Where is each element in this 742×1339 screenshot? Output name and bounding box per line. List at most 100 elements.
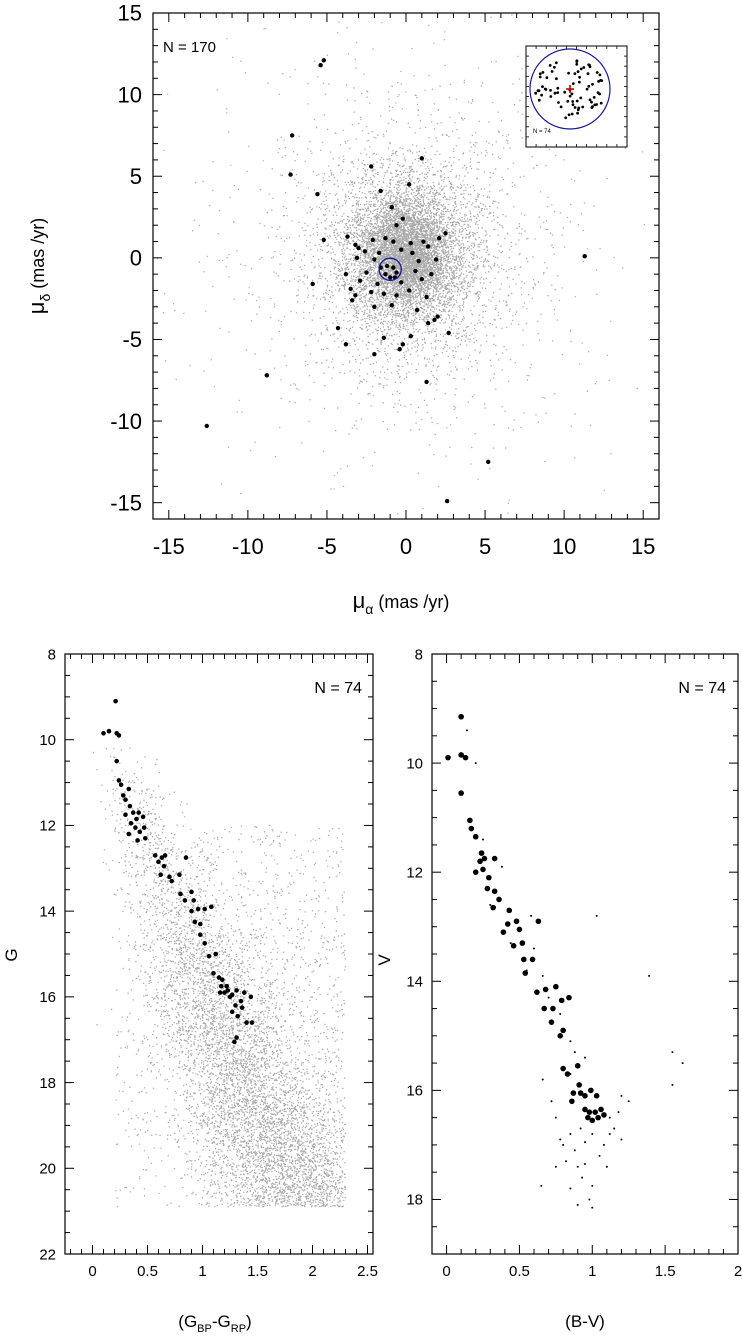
field-star [506, 139, 508, 141]
field-star [293, 257, 296, 259]
field-star [410, 202, 413, 205]
field-star [341, 249, 343, 251]
field-star [454, 221, 456, 223]
field-star [482, 266, 484, 268]
field-star [328, 308, 330, 310]
field-star [443, 176, 446, 179]
field-star [362, 160, 365, 162]
field-star [212, 189, 214, 192]
field-star [273, 367, 276, 369]
field-star [318, 272, 320, 274]
field-star [452, 225, 454, 227]
field-star [420, 418, 423, 421]
field-star [403, 378, 406, 380]
field-star [382, 286, 384, 288]
field-star [415, 94, 417, 97]
field-star [352, 269, 355, 271]
field-star [344, 297, 346, 300]
field-star [342, 278, 345, 281]
field-star [462, 242, 464, 245]
field-star [400, 221, 402, 223]
field-star [471, 242, 473, 244]
field-star [417, 109, 420, 112]
field-star [399, 147, 401, 149]
field-star [413, 202, 416, 204]
field-star [429, 298, 431, 300]
field-star [424, 331, 426, 333]
field-star [334, 132, 337, 134]
field-star [338, 157, 340, 159]
field-star [261, 256, 263, 259]
field-star [369, 192, 371, 195]
field-star [463, 288, 466, 291]
field-star [420, 300, 423, 302]
field-star [323, 193, 326, 195]
field-star [304, 274, 306, 276]
field-star [441, 280, 444, 282]
field-star [445, 455, 447, 457]
field-star [482, 278, 485, 280]
field-star [385, 334, 388, 337]
field-star [348, 342, 350, 345]
field-star [336, 472, 339, 474]
field-star [401, 306, 403, 308]
field-star [324, 385, 326, 387]
field-star [494, 277, 496, 280]
field-star [366, 264, 369, 267]
field-star [352, 284, 355, 286]
field-star [418, 177, 420, 180]
field-star [438, 182, 440, 184]
field-star [445, 300, 447, 303]
field-star [303, 275, 305, 278]
field-star [408, 191, 410, 193]
field-star [430, 261, 432, 263]
field-star [385, 354, 388, 356]
field-star [507, 295, 509, 297]
field-star [413, 341, 415, 343]
field-star [386, 171, 388, 173]
field-star [350, 393, 352, 395]
field-star [329, 151, 332, 153]
field-star [352, 321, 355, 323]
field-star [248, 145, 250, 147]
field-star [413, 226, 416, 229]
field-star [431, 195, 433, 198]
field-star [275, 235, 277, 238]
field-star [226, 38, 228, 40]
field-star [352, 163, 354, 165]
field-star [356, 203, 358, 206]
field-star [385, 314, 387, 316]
field-star [542, 397, 544, 399]
field-star [416, 312, 418, 314]
field-star [386, 309, 389, 312]
field-star [367, 335, 369, 338]
field-star [343, 243, 346, 245]
field-star [398, 189, 400, 192]
field-star [460, 273, 462, 275]
field-star [366, 182, 369, 184]
field-star [509, 308, 511, 310]
field-star [210, 359, 212, 361]
field-star [366, 227, 368, 229]
field-star [365, 326, 368, 328]
field-star [429, 215, 431, 218]
field-star [375, 361, 377, 363]
field-star [453, 276, 455, 278]
field-star [280, 321, 282, 323]
field-star [418, 272, 420, 275]
field-star [397, 95, 399, 98]
field-star [393, 195, 395, 198]
field-star [363, 253, 366, 256]
field-star [345, 306, 347, 309]
field-star [352, 211, 354, 214]
field-star [349, 320, 351, 322]
field-star [532, 167, 535, 169]
field-star [450, 292, 452, 295]
field-star [434, 268, 437, 270]
field-star [384, 353, 387, 355]
field-star [462, 203, 465, 206]
field-star [467, 357, 470, 359]
field-star [448, 288, 451, 290]
field-star [366, 207, 369, 210]
field-star [474, 433, 476, 435]
